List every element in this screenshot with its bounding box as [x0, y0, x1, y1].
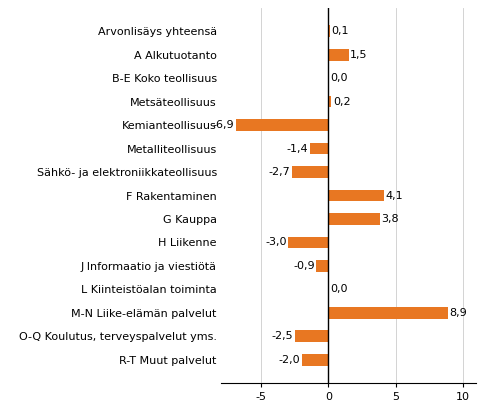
- Text: -2,7: -2,7: [269, 167, 291, 177]
- Text: -3,0: -3,0: [265, 238, 287, 248]
- Bar: [328, 190, 383, 201]
- Text: 3,8: 3,8: [381, 214, 399, 224]
- Text: -1,4: -1,4: [286, 144, 308, 154]
- Text: 8,9: 8,9: [450, 308, 467, 318]
- Bar: [295, 330, 328, 342]
- Bar: [301, 354, 328, 366]
- Bar: [288, 237, 328, 248]
- Bar: [328, 25, 330, 37]
- Bar: [328, 49, 349, 61]
- Text: 0,0: 0,0: [330, 285, 348, 295]
- Text: 4,1: 4,1: [385, 191, 403, 201]
- Text: -0,9: -0,9: [293, 261, 315, 271]
- Bar: [328, 96, 331, 107]
- Text: -6,9: -6,9: [213, 120, 234, 130]
- Bar: [328, 213, 380, 225]
- Bar: [328, 307, 448, 319]
- Text: 0,1: 0,1: [331, 26, 349, 36]
- Bar: [236, 119, 328, 131]
- Text: 0,0: 0,0: [330, 73, 348, 83]
- Text: 1,5: 1,5: [350, 50, 368, 59]
- Bar: [310, 143, 328, 154]
- Text: -2,0: -2,0: [278, 355, 300, 365]
- Text: -2,5: -2,5: [272, 332, 293, 342]
- Bar: [316, 260, 328, 272]
- Bar: [292, 166, 328, 178]
- Text: 0,2: 0,2: [333, 97, 351, 106]
